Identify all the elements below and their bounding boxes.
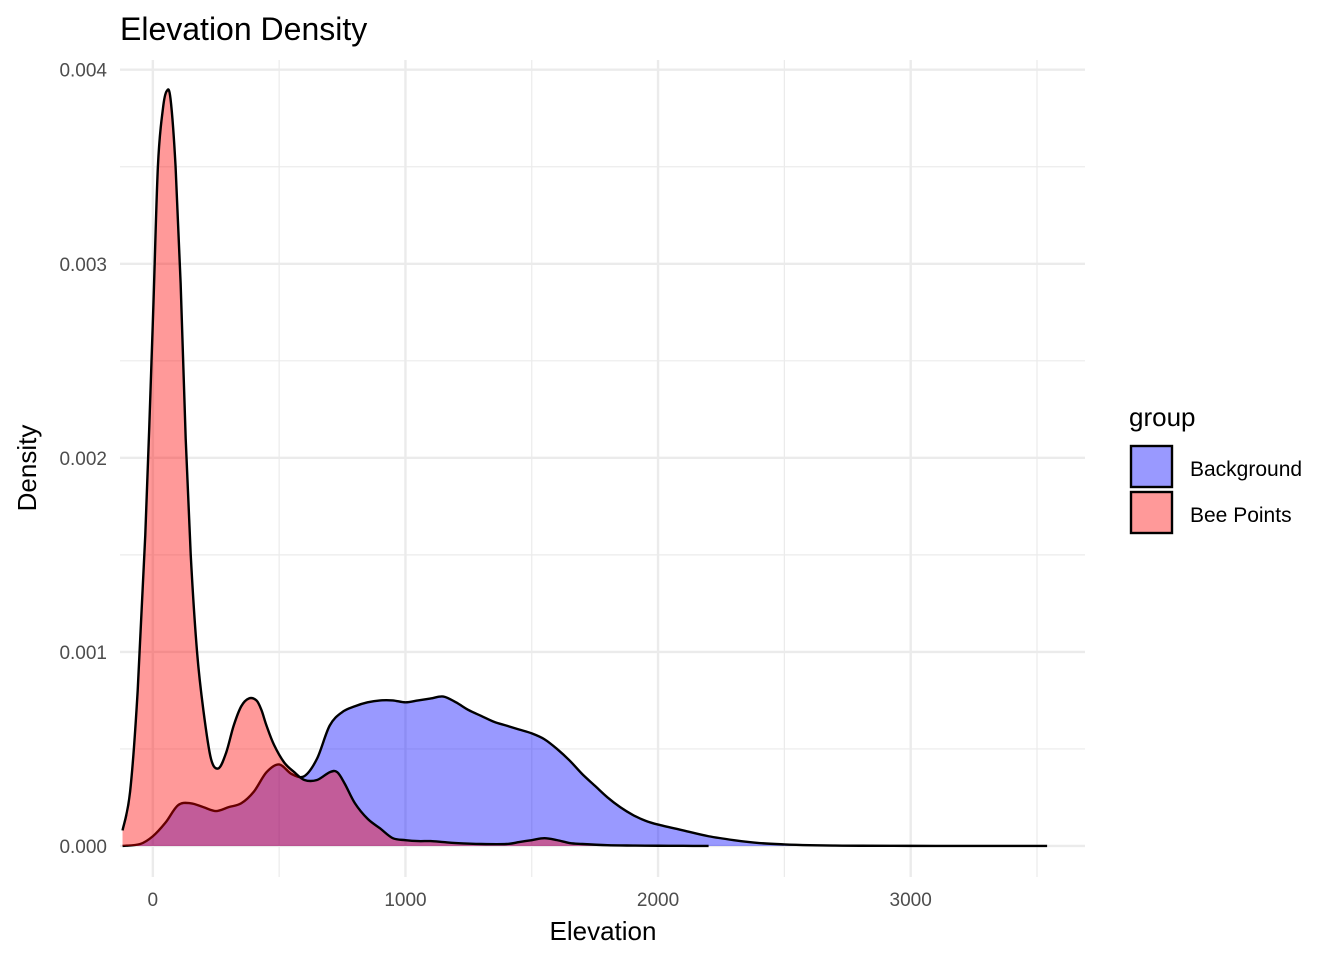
y-tick-label: 0.002 — [59, 449, 107, 470]
x-tick-labels: 0 1000 2000 3000 — [148, 890, 932, 911]
chart-title: Elevation Density — [120, 11, 367, 47]
density-line-background — [122, 695, 1048, 848]
y-axis-title: Density — [12, 425, 42, 512]
x-axis-title: Elevation — [550, 916, 657, 946]
x-tick-label: 0 — [148, 890, 159, 911]
y-tick-labels: 0.000 0.001 0.002 0.003 0.004 — [59, 61, 107, 858]
y-tick-label: 0.001 — [59, 643, 107, 664]
x-tick-label: 1000 — [384, 890, 426, 911]
x-tick-label: 3000 — [890, 890, 932, 911]
legend-key-bee-points — [1129, 490, 1174, 535]
grid-minor — [120, 60, 1085, 877]
legend-label-bee-points: Bee Points — [1190, 504, 1292, 527]
series-layer — [121, 88, 1048, 848]
x-tick-label: 2000 — [637, 890, 679, 911]
legend-title: group — [1129, 402, 1196, 432]
density-area-background — [122, 696, 1048, 846]
legend-key-background — [1129, 444, 1174, 489]
density-area-bee-points — [122, 89, 709, 846]
legend-label-background: Background — [1190, 458, 1302, 481]
legend: group Background Bee Points — [1129, 402, 1302, 535]
y-tick-label: 0.003 — [59, 255, 107, 276]
density-line-bee-points — [121, 88, 709, 848]
y-tick-label: 0.004 — [59, 61, 107, 82]
y-tick-label: 0.000 — [59, 837, 107, 858]
